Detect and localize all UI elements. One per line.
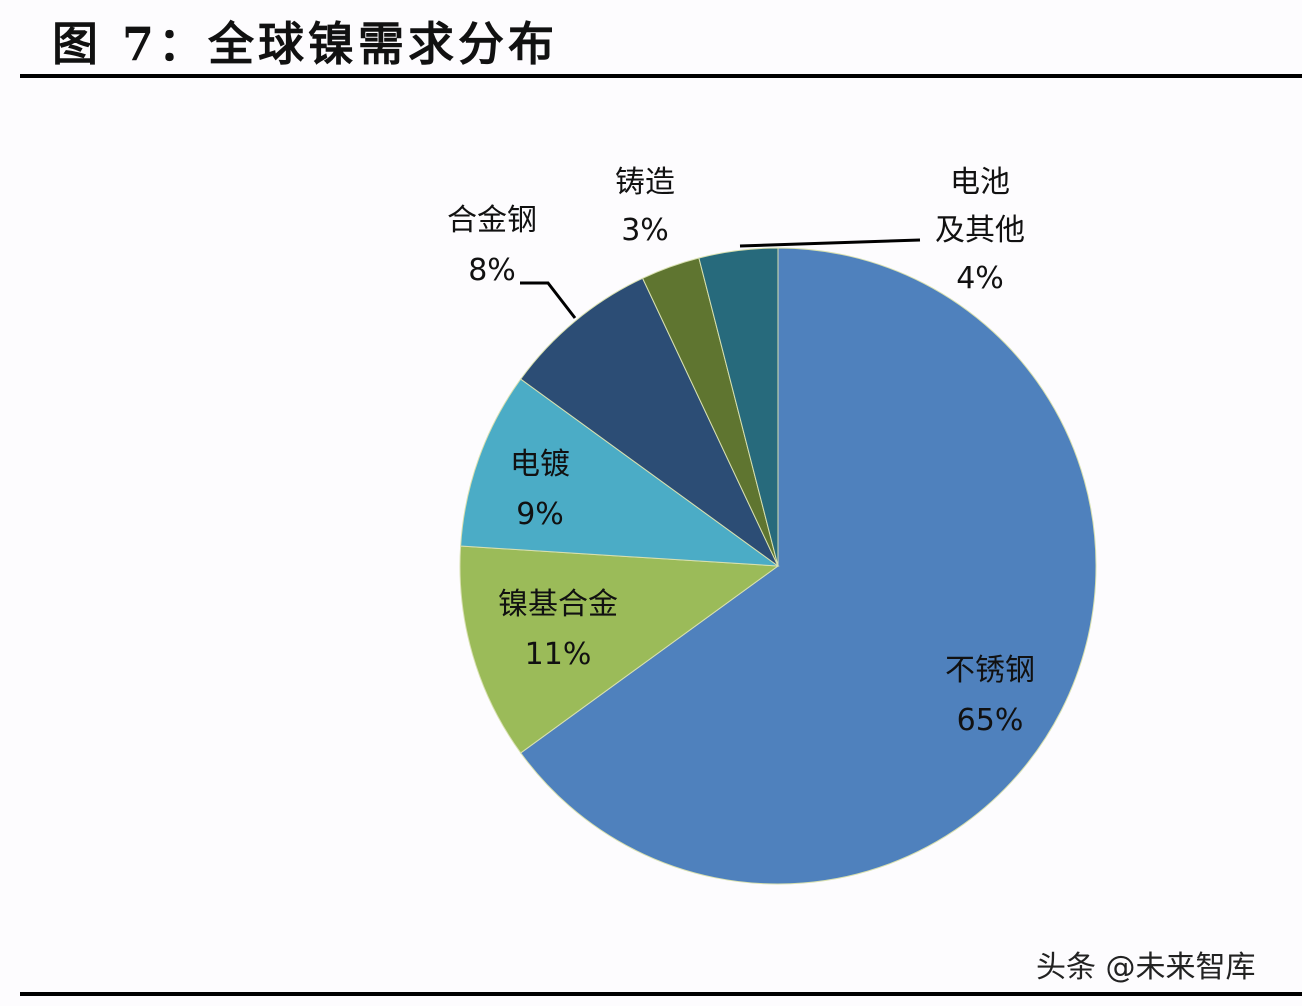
- pie-slice-3: [520, 277, 779, 567]
- pie-slice-5: [698, 247, 779, 567]
- alloy-steel-leader-line: [520, 281, 577, 319]
- battery-pct: 4%: [956, 261, 1004, 296]
- plating-pct: 9%: [516, 497, 564, 532]
- stainless-label: 不锈钢: [945, 653, 1035, 688]
- nickel-alloy-label: 镍基合金: [498, 587, 618, 622]
- watermark: 头条 @未来智库: [1036, 950, 1256, 985]
- battery-label-line2: 及其他: [935, 213, 1025, 248]
- top-divider: [20, 74, 1302, 78]
- casting-pct: 3%: [621, 213, 669, 248]
- pie-slice-2: [460, 378, 780, 567]
- bottom-divider: [20, 992, 1302, 996]
- stainless-pct: 65%: [957, 703, 1024, 738]
- battery-leader-line: [739, 238, 921, 248]
- casting-label: 铸造: [615, 165, 675, 200]
- alloy-steel-pct: 8%: [468, 253, 516, 288]
- figure-title: 图 7：全球镍需求分布: [52, 17, 559, 71]
- plating-label: 电镀: [510, 447, 570, 482]
- nickel-alloy-pct: 11%: [525, 637, 592, 672]
- battery-label-line1: 电池: [950, 165, 1010, 200]
- pie-slices: [459, 247, 1097, 885]
- pie-slice-1: [459, 545, 780, 754]
- pie-slice-0: [520, 247, 1097, 885]
- alloy-steel-label: 合金钢: [447, 203, 537, 238]
